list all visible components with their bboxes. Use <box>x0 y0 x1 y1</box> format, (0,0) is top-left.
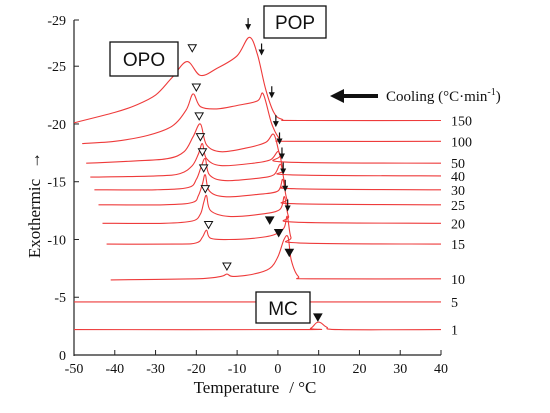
down-arrow-head <box>258 49 265 56</box>
open-triangle-marker <box>203 220 214 230</box>
x-tick-label: 40 <box>434 362 448 377</box>
x-tick-label: -10 <box>228 362 247 377</box>
cooling-indicator: Cooling (°C·min-1) <box>330 87 501 105</box>
rate-label-50: 50 <box>451 157 465 172</box>
filled-triangle-marker <box>264 216 275 225</box>
x-tick-label: -50 <box>65 362 84 377</box>
rate-label-100: 100 <box>451 135 472 150</box>
down-arrow-head <box>278 153 285 160</box>
y-tick-label: -10 <box>47 233 66 248</box>
open-triangle-marker <box>194 112 205 121</box>
down-arrow-head <box>272 121 279 128</box>
y-tick-label: -20 <box>47 118 66 133</box>
down-arrow-head <box>268 92 275 99</box>
open-triangle-marker <box>197 148 208 157</box>
x-tick-label: 10 <box>312 362 326 377</box>
y-tick-label: 0 <box>59 349 66 364</box>
curve-15 <box>106 215 442 245</box>
filled-triangle-marker <box>312 313 323 322</box>
down-arrow-head <box>282 185 289 192</box>
rate-label-30: 30 <box>451 184 465 199</box>
open-triangle-marker <box>222 262 232 272</box>
down-arrow-head <box>280 168 287 175</box>
down-arrow-head <box>284 205 291 212</box>
curve-1 <box>73 321 442 331</box>
open-triangle-marker <box>187 44 198 53</box>
y-tick-label: -15 <box>47 176 66 191</box>
x-tick-label: 30 <box>393 362 407 377</box>
x-tick-label: 20 <box>352 362 366 377</box>
x-tick-label: 0 <box>274 362 281 377</box>
x-tick-label: -30 <box>146 362 165 377</box>
down-arrow-head <box>276 138 283 145</box>
open-triangle-marker <box>198 164 209 173</box>
mc-box <box>255 291 311 324</box>
curve-50 <box>86 123 442 164</box>
pop-label: POP <box>275 13 315 34</box>
open-triangle-marker <box>195 133 206 142</box>
curve-150 <box>73 36 442 124</box>
rate-label-5: 5 <box>451 296 458 311</box>
y-tick-label: -25 <box>47 60 66 75</box>
opo-box <box>109 41 179 77</box>
x-axis-title: Temperature / °C <box>194 378 317 397</box>
rate-label-40: 40 <box>451 170 465 185</box>
rate-label-20: 20 <box>451 217 465 232</box>
filled-triangle-marker <box>273 229 284 238</box>
cooling-label: Cooling (°C·min-1) <box>386 87 501 105</box>
axes: -50 -40 -30 -20 -10 0 10 20 30 40-29-25-20-15-10-… <box>47 14 448 377</box>
curve-25 <box>98 174 442 206</box>
cooling-arrow-head <box>330 89 344 103</box>
filled-triangle-marker <box>284 248 295 258</box>
curves <box>73 36 442 331</box>
rate-label-10: 10 <box>451 273 465 288</box>
y-tick-label: -5 <box>54 291 66 306</box>
open-triangle-marker <box>191 83 202 93</box>
peak-markers <box>187 18 323 322</box>
y-tick-label: -29 <box>47 14 66 29</box>
pop-box <box>263 5 327 39</box>
mc-label: MC <box>268 299 298 320</box>
x-tick-label: -40 <box>105 362 124 377</box>
x-tick-label: -20 <box>187 362 206 377</box>
rate-label-25: 25 <box>451 199 465 214</box>
open-triangle-marker <box>200 185 211 194</box>
rate-label-150: 150 <box>451 115 472 130</box>
rate-label-15: 15 <box>451 238 465 253</box>
rate-label-1: 1 <box>451 324 458 339</box>
down-arrow-head <box>245 24 252 31</box>
opo-label: OPO <box>123 50 165 71</box>
curve-10 <box>110 234 442 281</box>
y-axis-title: Exothermic→ <box>25 152 44 258</box>
